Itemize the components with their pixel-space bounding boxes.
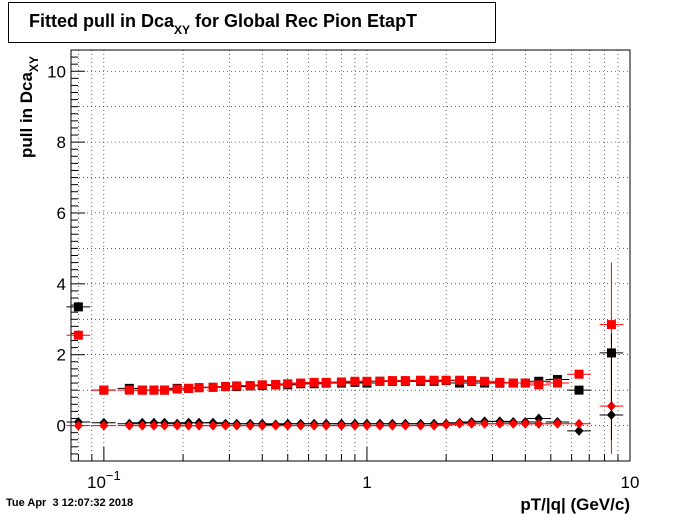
title-main: Fitted pull in Dca <box>29 11 175 31</box>
data-point-square <box>362 376 372 386</box>
data-point-square <box>508 378 518 388</box>
data-point-diamond <box>208 420 218 431</box>
data-point-square <box>480 376 490 386</box>
x-tick-label: 1 <box>362 473 371 492</box>
data-point-diamond <box>283 420 293 431</box>
data-point-square <box>429 375 439 385</box>
data-point-square <box>232 381 242 391</box>
y-tick-label: 4 <box>57 275 66 294</box>
y-axis-label: pull in DcaXY <box>17 56 41 158</box>
data-point-square <box>455 375 465 385</box>
plot-frame <box>70 49 631 462</box>
y-tick-label: 10 <box>47 62 66 81</box>
data-point-square <box>574 369 584 379</box>
data-point-square <box>495 377 505 387</box>
data-point-square <box>387 376 397 386</box>
data-point-diamond <box>520 418 530 429</box>
data-point-diamond <box>362 420 372 431</box>
data-point-diamond <box>336 420 346 431</box>
data-point-square <box>336 377 346 387</box>
data-point-diamond <box>321 420 331 431</box>
chart-title-box: Fitted pull in DcaXY for Global Rec Pion… <box>8 2 496 43</box>
data-point-square <box>375 376 385 386</box>
data-point-square <box>257 380 267 390</box>
data-point-square <box>534 380 544 390</box>
data-point-diamond <box>508 418 518 429</box>
y-tick-label: 2 <box>57 346 66 365</box>
data-point-diamond <box>99 420 109 431</box>
title-subscript: XY <box>174 23 191 37</box>
data-point-diamond <box>232 420 242 431</box>
data-point-diamond <box>309 420 319 431</box>
data-point-square <box>283 379 293 389</box>
data-point-diamond <box>480 418 490 429</box>
data-point-diamond <box>574 425 584 436</box>
data-point-square <box>124 385 134 395</box>
data-point-square <box>208 382 218 392</box>
x-tick-label: 10−1 <box>87 468 121 492</box>
y-tick-label: 8 <box>57 133 66 152</box>
data-point-square <box>194 383 204 393</box>
data-point-square <box>73 330 83 340</box>
data-point-diamond <box>429 420 439 431</box>
data-point-diamond <box>350 420 360 431</box>
data-point-square <box>400 376 410 386</box>
data-point-square <box>416 375 426 385</box>
data-point-square <box>221 382 231 392</box>
data-point-diamond <box>574 418 584 429</box>
data-point-diamond <box>257 420 267 431</box>
data-point-diamond <box>245 420 255 431</box>
title-tail: for Global Rec Pion EtapT <box>190 11 418 31</box>
data-point-square <box>467 376 477 386</box>
data-point-diamond <box>387 420 397 431</box>
data-point-square <box>552 378 562 388</box>
data-point-diamond <box>159 420 169 431</box>
data-point-square <box>321 377 331 387</box>
data-point-diamond <box>534 418 544 429</box>
data-point-diamond <box>416 420 426 431</box>
data-point-diamond <box>534 413 544 424</box>
data-point-square <box>520 378 530 388</box>
data-point-diamond <box>194 420 204 431</box>
x-axis-label: pT/|q| (GeV/c) <box>520 495 630 514</box>
data-point-square <box>574 385 584 395</box>
data-point-square <box>350 376 360 386</box>
data-point-diamond <box>441 419 451 430</box>
data-point-square <box>184 383 194 393</box>
data-point-diamond <box>73 420 83 431</box>
data-point-square <box>73 302 83 312</box>
x-tick-label: 10 <box>621 473 640 492</box>
data-point-diamond <box>552 418 562 429</box>
data-point-square <box>172 384 182 394</box>
data-point-diamond <box>455 418 465 429</box>
data-point-diamond <box>296 420 306 431</box>
data-point-square <box>159 385 169 395</box>
data-point-square <box>99 385 109 395</box>
data-point-diamond <box>375 420 385 431</box>
chart-title: Fitted pull in DcaXY for Global Rec Pion… <box>29 11 417 37</box>
data-point-diamond <box>467 418 477 429</box>
y-tick-label: 6 <box>57 204 66 223</box>
data-point-square <box>245 381 255 391</box>
y-tick-label: 0 <box>57 417 66 436</box>
data-point-diamond <box>495 418 505 429</box>
data-point-diamond <box>124 420 134 431</box>
data-point-diamond <box>271 420 281 431</box>
data-point-square <box>441 375 451 385</box>
data-point-diamond <box>400 420 410 431</box>
timestamp: Tue Apr 3 12:07:32 2018 <box>6 497 134 509</box>
data-point-square <box>271 379 281 389</box>
data-point-square <box>296 378 306 388</box>
data-point-square <box>309 377 319 387</box>
